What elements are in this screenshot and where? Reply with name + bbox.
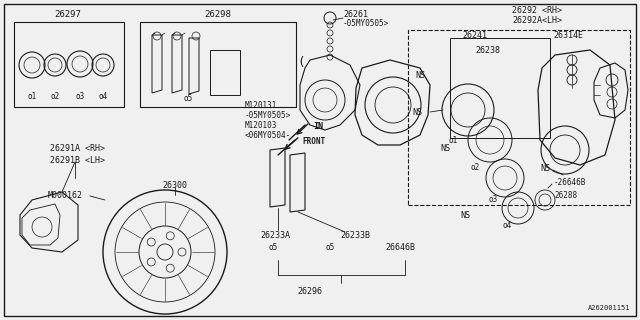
Bar (140, 22, 296, 107)
Bar (14, 22, 124, 107)
Text: 26241: 26241 (462, 30, 487, 39)
Text: o5: o5 (184, 93, 193, 102)
Text: 26646B: 26646B (385, 244, 415, 252)
Text: 26233A: 26233A (260, 230, 290, 239)
Text: -26646B: -26646B (554, 178, 586, 187)
Text: 26261: 26261 (343, 10, 368, 19)
Text: IN: IN (313, 122, 323, 131)
Text: o3: o3 (488, 196, 497, 204)
Text: NS: NS (415, 70, 425, 79)
Bar (408, 30, 630, 205)
Text: NS: NS (540, 164, 550, 172)
Text: o2: o2 (51, 92, 60, 100)
Text: (: ( (297, 55, 305, 68)
Text: NS: NS (412, 108, 422, 116)
Text: o5: o5 (325, 244, 334, 252)
Text: 26292A<LH>: 26292A<LH> (512, 15, 562, 25)
Text: -05MY0505>: -05MY0505> (343, 19, 389, 28)
Bar (450, 38, 550, 138)
Text: 26292 <RH>: 26292 <RH> (512, 5, 562, 14)
Text: 26291B <LH>: 26291B <LH> (50, 156, 105, 164)
Text: M000162: M000162 (48, 190, 83, 199)
Text: FRONT: FRONT (302, 137, 325, 146)
Text: -05MY0505>: -05MY0505> (245, 110, 291, 119)
Text: NS: NS (460, 211, 470, 220)
Text: 26298: 26298 (205, 10, 232, 19)
Text: NS: NS (440, 143, 450, 153)
Text: M120131: M120131 (245, 100, 277, 109)
Text: 26233B: 26233B (340, 230, 370, 239)
Text: o4: o4 (99, 92, 108, 100)
Text: 26314E: 26314E (553, 30, 583, 39)
Bar (210, 50, 240, 95)
Text: 26291A <RH>: 26291A <RH> (50, 143, 105, 153)
Text: o1: o1 (28, 92, 36, 100)
Text: o4: o4 (502, 221, 511, 230)
Text: M120103: M120103 (245, 121, 277, 130)
Text: o5: o5 (268, 244, 277, 252)
Text: A262001151: A262001151 (588, 305, 630, 311)
Text: o2: o2 (470, 163, 479, 172)
Text: 26296: 26296 (298, 287, 323, 297)
Text: o1: o1 (448, 135, 457, 145)
Text: 26300: 26300 (162, 180, 187, 189)
Text: 26297: 26297 (54, 10, 81, 19)
Text: o3: o3 (76, 92, 84, 100)
Text: 26238: 26238 (475, 45, 500, 54)
Text: 26288: 26288 (554, 190, 577, 199)
Text: <06MY0504-: <06MY0504- (245, 131, 291, 140)
